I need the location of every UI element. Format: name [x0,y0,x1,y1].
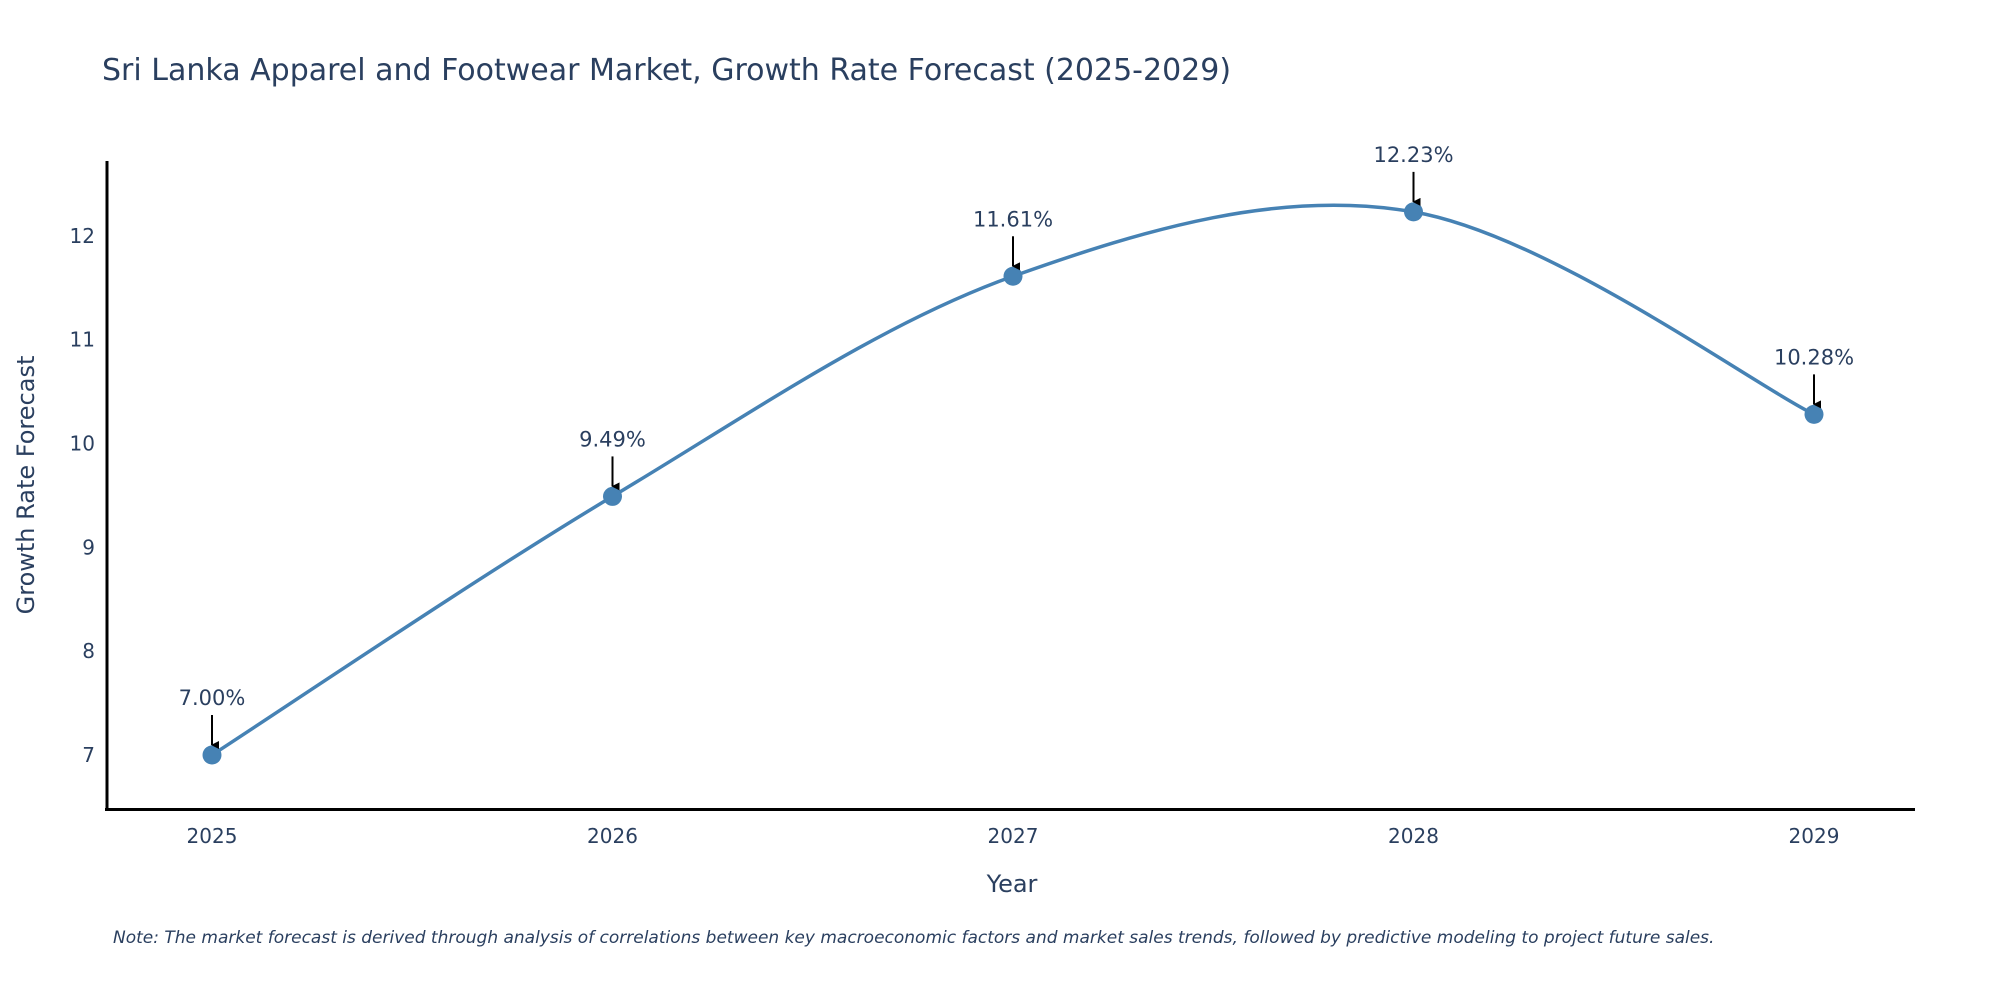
y-tick-label: 12 [70,224,95,248]
x-tick-label: 2029 [1789,824,1840,848]
data-labels: 7.00% 9.49% 11.61% 12.23% 10.28% [179,143,1854,749]
data-point [1804,404,1824,424]
data-point [1003,266,1023,286]
data-point [202,745,222,765]
data-label: 10.28% [1774,345,1854,369]
y-tick-label: 7 [82,743,95,767]
x-tick-label: 2026 [587,824,638,848]
y-tick-label: 9 [82,535,95,559]
x-tick-label: 2025 [187,824,238,848]
y-tick-label: 8 [82,639,95,663]
data-label: 12.23% [1373,143,1453,167]
data-label: 11.61% [973,207,1053,231]
x-tick-label: 2027 [988,824,1039,848]
y-axis-ticks: 7 8 9 10 11 12 [70,224,95,767]
y-tick-label: 11 [70,328,95,352]
data-label: 7.00% [179,686,246,710]
footnote: Note: The market forecast is derived thr… [113,928,1714,948]
data-point [1404,202,1423,222]
x-axis-ticks: 2025 2026 2027 2028 2029 [187,824,1840,848]
y-tick-label: 10 [70,431,95,455]
chart-title: Sri Lanka Apparel and Footwear Market, G… [102,53,1231,88]
data-point [603,486,622,506]
data-label: 9.49% [579,427,646,451]
y-axis-title: Growth Rate Forecast [12,356,40,615]
x-axis-title: Year [986,870,1038,898]
x-tick-label: 2028 [1388,824,1439,848]
series-line [211,203,1815,757]
data-points [202,202,1824,765]
